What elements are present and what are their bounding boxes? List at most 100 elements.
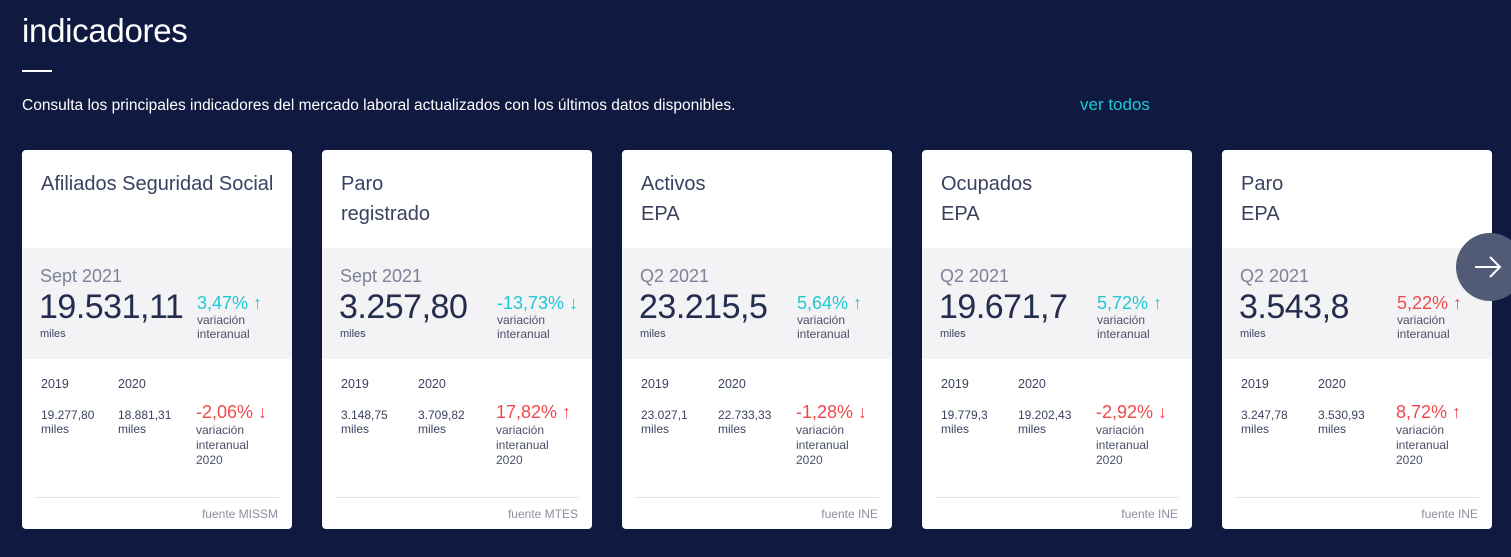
source-label: fuente INE [1121, 507, 1178, 521]
year-value-unit: miles [718, 422, 747, 436]
year-value-number: 19.277,80 [41, 408, 95, 422]
yoy-change-2020-label: variación interanual 2020 [196, 423, 249, 467]
divider [935, 497, 1179, 498]
card-title: Paro registrado [341, 173, 430, 225]
year-label: 2019 [41, 377, 69, 391]
indicator-card[interactable]: Activos EPA Q2 2021 23.215,5 miles 5,64% … [622, 150, 892, 529]
current-value: 3.257,80 [339, 288, 468, 326]
year-value: 18.881,31 miles [118, 408, 171, 436]
indicator-card[interactable]: Paro registrado Sept 2021 3.257,80 miles … [322, 150, 592, 529]
year-value-number: 18.881,31 [118, 408, 172, 422]
indicator-card[interactable]: Ocupados EPA Q2 2021 19.671,7 miles 5,72%… [922, 150, 1192, 529]
yoy-change-2020-label: variación interanual 2020 [1096, 423, 1149, 467]
period-label: Q2 2021 [640, 266, 710, 286]
period-label: Sept 2021 [340, 266, 423, 286]
year-label: 2020 [118, 377, 146, 391]
yoy-change-2020: -2,92% ↓ [1096, 402, 1168, 422]
divider [1235, 497, 1479, 498]
unit-label: miles [940, 328, 966, 340]
card-title: Paro EPA [1241, 173, 1284, 225]
year-value-number: 22.733,33 [718, 408, 772, 422]
yoy-change-2020: -1,28% ↓ [796, 402, 868, 422]
yoy-change-label: variación interanual [797, 313, 850, 341]
year-value: 23.027,1 miles [641, 408, 688, 436]
year-value: 19.277,80 miles [41, 408, 94, 436]
current-value-panel: Q2 2021 19.671,7 miles 5,72% ↑ variación… [922, 248, 1192, 359]
year-value-number: 3.530,93 [1318, 408, 1365, 422]
current-value-panel: Sept 2021 19.531,11 miles 3,47% ↑ variac… [22, 248, 292, 359]
unit-label: miles [340, 328, 366, 340]
year-value-unit: miles [341, 422, 370, 436]
period-label: Q2 2021 [940, 266, 1010, 286]
indicator-card[interactable]: Paro EPA Q2 2021 3.543,8 miles 5,22% ↑ va… [1222, 150, 1492, 529]
yoy-change-2020: -2,06% ↓ [196, 402, 268, 422]
divider [635, 497, 879, 498]
year-value: 22.733,33 miles [718, 408, 771, 436]
year-label: 2019 [641, 377, 669, 391]
year-value-unit: miles [1018, 422, 1047, 436]
year-value: 3.247,78 miles [1241, 408, 1288, 436]
source-label: fuente INE [1421, 507, 1478, 521]
period-label: Sept 2021 [40, 266, 123, 286]
year-label: 2019 [341, 377, 369, 391]
source-label: fuente MISSM [201, 507, 278, 521]
carousel-next-button[interactable] [1456, 233, 1511, 301]
year-value: 19.202,43 miles [1018, 408, 1071, 436]
arrow-right-icon [1475, 256, 1502, 278]
yoy-change-label: variación interanual [497, 313, 550, 341]
period-label: Q2 2021 [1240, 266, 1310, 286]
card-title: Activos EPA [641, 173, 706, 225]
current-value-panel: Sept 2021 3.257,80 miles -13,73% ↓ varia… [322, 248, 592, 359]
yoy-change: 5,64% ↑ [797, 293, 863, 313]
year-value-number: 3.709,82 [418, 408, 465, 422]
yoy-change-2020-label: variación interanual 2020 [1396, 423, 1449, 467]
page-description: Consulta los principales indicadores del… [22, 97, 736, 114]
current-value-panel: Q2 2021 3.543,8 miles 5,22% ↑ variación … [1222, 248, 1492, 359]
page-title: indicadores [22, 12, 188, 49]
year-label: 2020 [1018, 377, 1046, 391]
yoy-change: -13,73% ↓ [497, 293, 579, 313]
yoy-change: 5,72% ↑ [1097, 293, 1163, 313]
year-label: 2019 [1241, 377, 1269, 391]
year-value-unit: miles [1241, 422, 1270, 436]
year-label: 2020 [418, 377, 446, 391]
yoy-change-2020: 8,72% ↑ [1396, 402, 1462, 422]
year-value-number: 19.779,3 [941, 408, 988, 422]
yoy-change-2020-label: variación interanual 2020 [496, 423, 549, 467]
yoy-change-label: variación interanual [1097, 313, 1150, 341]
year-value: 3.530,93 miles [1318, 408, 1365, 436]
year-value: 19.779,3 miles [941, 408, 988, 436]
year-value: 3.709,82 miles [418, 408, 465, 436]
current-value: 3.543,8 [1239, 288, 1349, 326]
card-title: Afiliados Seguridad Social [41, 173, 274, 195]
year-value-unit: miles [941, 422, 970, 436]
unit-label: miles [40, 328, 66, 340]
indicator-card[interactable]: Afiliados Seguridad Social Sept 2021 19.… [22, 150, 292, 529]
source-label: fuente INE [821, 507, 878, 521]
year-value-unit: miles [41, 422, 70, 436]
see-all-link[interactable]: ver todos [1080, 95, 1150, 114]
current-value-panel: Q2 2021 23.215,5 miles 5,64% ↑ variación… [622, 248, 892, 359]
yoy-change-2020: 17,82% ↑ [496, 402, 572, 422]
year-value-number: 3.247,78 [1241, 408, 1288, 422]
yoy-change-2020-label: variación interanual 2020 [796, 423, 849, 467]
year-label: 2019 [941, 377, 969, 391]
year-value-unit: miles [418, 422, 447, 436]
current-value: 19.531,11 [39, 288, 184, 326]
current-value: 23.215,5 [639, 288, 768, 326]
year-value-number: 19.202,43 [1018, 408, 1072, 422]
card-title: Ocupados EPA [941, 173, 1033, 225]
yoy-change: 5,22% ↑ [1397, 293, 1463, 313]
yoy-change-label: variación interanual [1397, 313, 1450, 341]
unit-label: miles [1240, 328, 1266, 340]
year-label: 2020 [718, 377, 746, 391]
title-underline [22, 70, 52, 72]
yoy-change-label: variación interanual [197, 313, 250, 341]
year-value-number: 23.027,1 [641, 408, 688, 422]
divider [35, 497, 279, 498]
year-label: 2020 [1318, 377, 1346, 391]
year-value-unit: miles [118, 422, 147, 436]
divider [335, 497, 579, 498]
year-value-unit: miles [641, 422, 670, 436]
year-value: 3.148,75 miles [341, 408, 388, 436]
